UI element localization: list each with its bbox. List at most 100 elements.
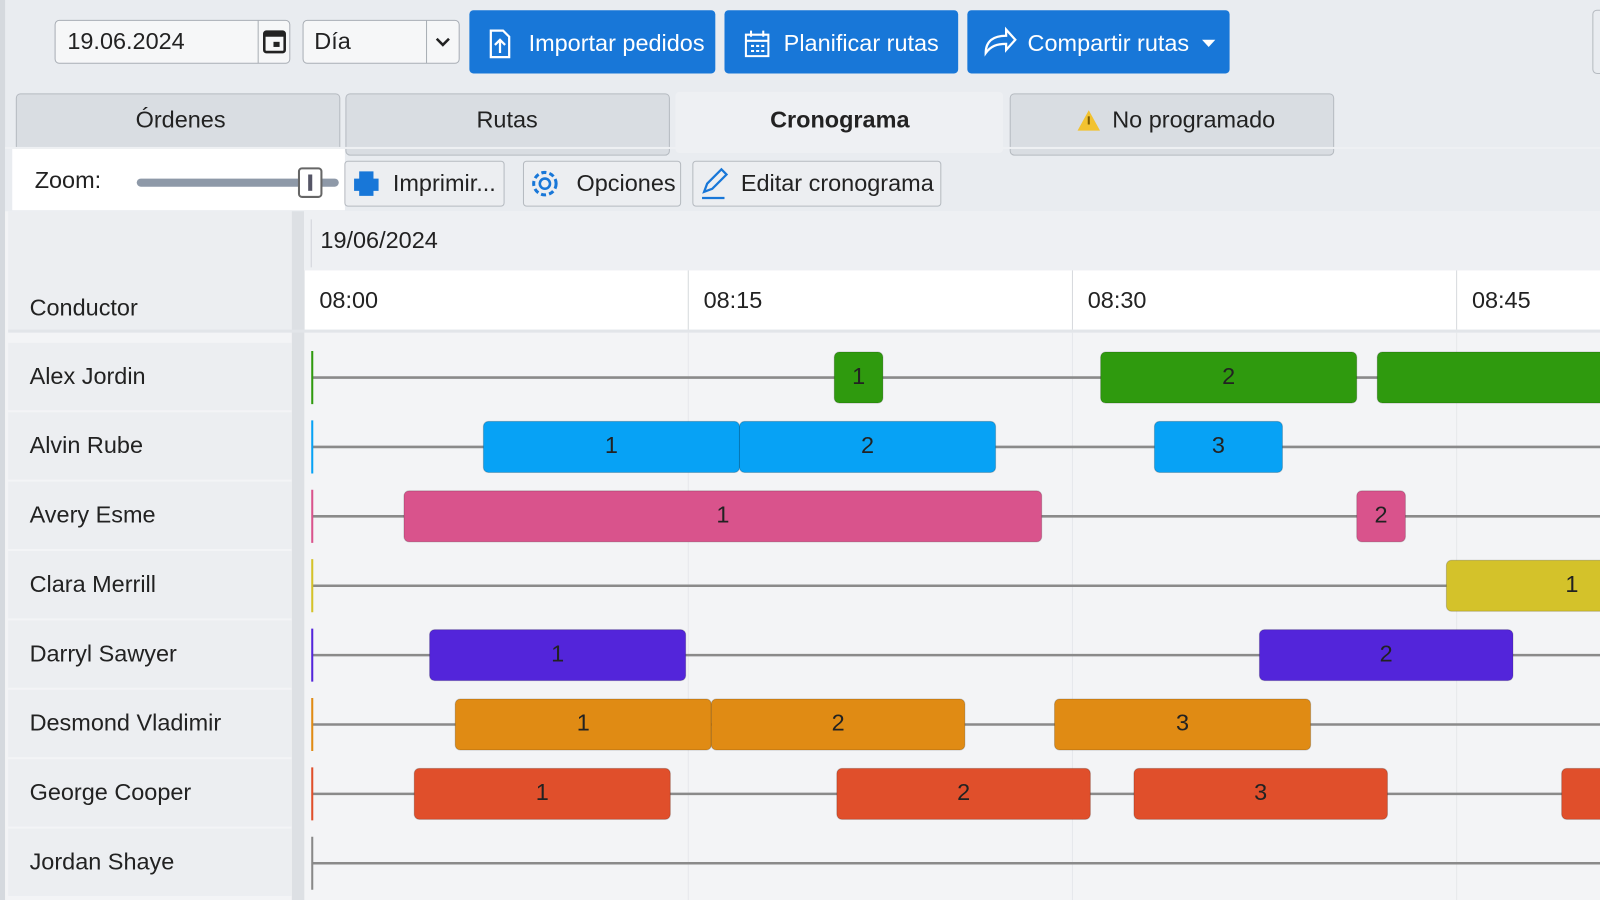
time-label: 08:45: [1472, 287, 1531, 313]
stop-block: [1054, 698, 1312, 751]
left-edge: [0, 0, 6, 900]
stop-label: 2: [861, 432, 874, 458]
stop-label: 1: [1565, 571, 1578, 597]
stop-block: [1100, 351, 1358, 404]
driver-name: Jordan Shaye: [30, 848, 175, 874]
stop-block: [710, 698, 966, 751]
driver-name: Clara Merrill: [30, 571, 156, 597]
driver-name: Alvin Rube: [30, 432, 143, 458]
date-input[interactable]: 19.06.2024: [54, 19, 291, 64]
stop-label: 2: [1375, 502, 1388, 528]
driver-name: Darryl Sawyer: [30, 640, 177, 666]
import-button[interactable]: Importar pedidos: [469, 10, 716, 74]
stop-block: [836, 767, 1091, 820]
print-button[interactable]: Imprimir...: [344, 160, 505, 207]
select-text: Día: [314, 28, 351, 54]
slider-track: [136, 178, 339, 187]
gear-icon: [532, 170, 558, 197]
tab[interactable]: Órdenes: [15, 93, 341, 156]
stop-label: 1: [577, 710, 590, 736]
button-text: Importar pedidos: [529, 30, 705, 56]
tab-label: No programado: [1112, 107, 1275, 133]
printer-icon: [354, 171, 379, 196]
stop-label: 1: [852, 363, 865, 389]
chevron-icon: [435, 37, 450, 47]
schedule-date: 19/06/2024: [320, 227, 437, 253]
stop-block: [454, 698, 712, 751]
options-button[interactable]: Opciones: [522, 160, 682, 207]
button-text: Editar cronograma: [741, 170, 935, 196]
button-text: Planificar rutas: [784, 30, 939, 56]
import-icon: [489, 29, 511, 59]
button-text: Imprimir...: [393, 170, 496, 196]
pencil-icon: [702, 167, 729, 200]
driver-cell: [8, 620, 292, 688]
stop-label: 3: [1212, 432, 1225, 458]
stop-block: [413, 767, 671, 820]
button-bg[interactable]: [967, 10, 1230, 74]
date-field[interactable]: [54, 19, 291, 64]
calendar-icon[interactable]: [263, 30, 286, 54]
zoom-slider[interactable]: [136, 167, 339, 198]
zoom-label: Zoom:: [35, 167, 101, 193]
splitter: [291, 211, 305, 900]
driver-name: Avery Esme: [30, 502, 156, 528]
timeline: 08:00 08:15 08:30 08:45 1 2 1 2 3 1 2 1 1 2 1 2 3 1 2 3: [304, 270, 1600, 900]
calendar-icon: [744, 30, 770, 58]
stop-block: [403, 490, 1043, 543]
stop-block: [1153, 420, 1283, 473]
stop-block: [1561, 767, 1600, 820]
time-label: 08:15: [704, 287, 763, 313]
stop-block: [429, 629, 687, 682]
stop-block: [1376, 351, 1600, 404]
share-button[interactable]: Compartir rutas: [967, 10, 1230, 74]
stop-label: 1: [536, 779, 549, 805]
date-text: 19.06.2024: [67, 28, 184, 54]
edit-button[interactable]: Editar cronograma: [692, 160, 942, 207]
cut-off-button: [1592, 9, 1600, 74]
driver-name: George Cooper: [30, 779, 192, 805]
tab[interactable]: No programado: [1009, 93, 1335, 156]
stop-label: 1: [551, 640, 564, 666]
stop-label: 1: [605, 432, 618, 458]
tab[interactable]: Rutas: [345, 93, 670, 156]
driver-cell: [8, 342, 292, 411]
tab-label: Órdenes: [136, 107, 226, 133]
date-row: [304, 211, 1600, 271]
stop-label: 2: [1380, 640, 1393, 666]
button-text: Opciones: [577, 170, 676, 196]
stop-block: [1258, 629, 1514, 682]
tab-label: Rutas: [477, 107, 538, 133]
stop-label: 2: [832, 710, 845, 736]
driver-cell: [8, 828, 292, 896]
header-shadow: [8, 329, 1600, 333]
driver-cell: [8, 481, 292, 549]
view-select[interactable]: Día: [302, 19, 460, 64]
column-header-bg: [8, 211, 292, 332]
button-bg[interactable]: [724, 10, 959, 74]
driver-cell: [8, 551, 292, 619]
stop-label: 3: [1176, 710, 1189, 736]
button-text: Compartir rutas: [1028, 30, 1190, 56]
stop-label: 2: [957, 779, 970, 805]
stop-label: 1: [716, 502, 729, 528]
time-row: [304, 270, 1600, 330]
stop-block: [833, 351, 884, 404]
driver-name: Alex Jordin: [30, 363, 146, 389]
plan-button[interactable]: Planificar rutas: [724, 10, 959, 74]
driver-cell: [8, 412, 292, 480]
stop-label: 2: [1222, 363, 1235, 389]
driver-cell: [8, 689, 292, 758]
stop-block: [1133, 767, 1388, 820]
tab-label: Cronograma: [770, 107, 910, 133]
tab-underline: [5, 146, 1600, 149]
select-field[interactable]: [302, 19, 460, 64]
stop-label: 3: [1254, 779, 1267, 805]
caret-icon: [1202, 39, 1216, 47]
time-label: 08:30: [1088, 287, 1147, 313]
stop-block: [1356, 490, 1406, 543]
button-bg[interactable]: [469, 10, 716, 74]
driver-name: Desmond Vladimir: [30, 710, 222, 736]
tab-active[interactable]: Cronograma: [675, 91, 1004, 154]
